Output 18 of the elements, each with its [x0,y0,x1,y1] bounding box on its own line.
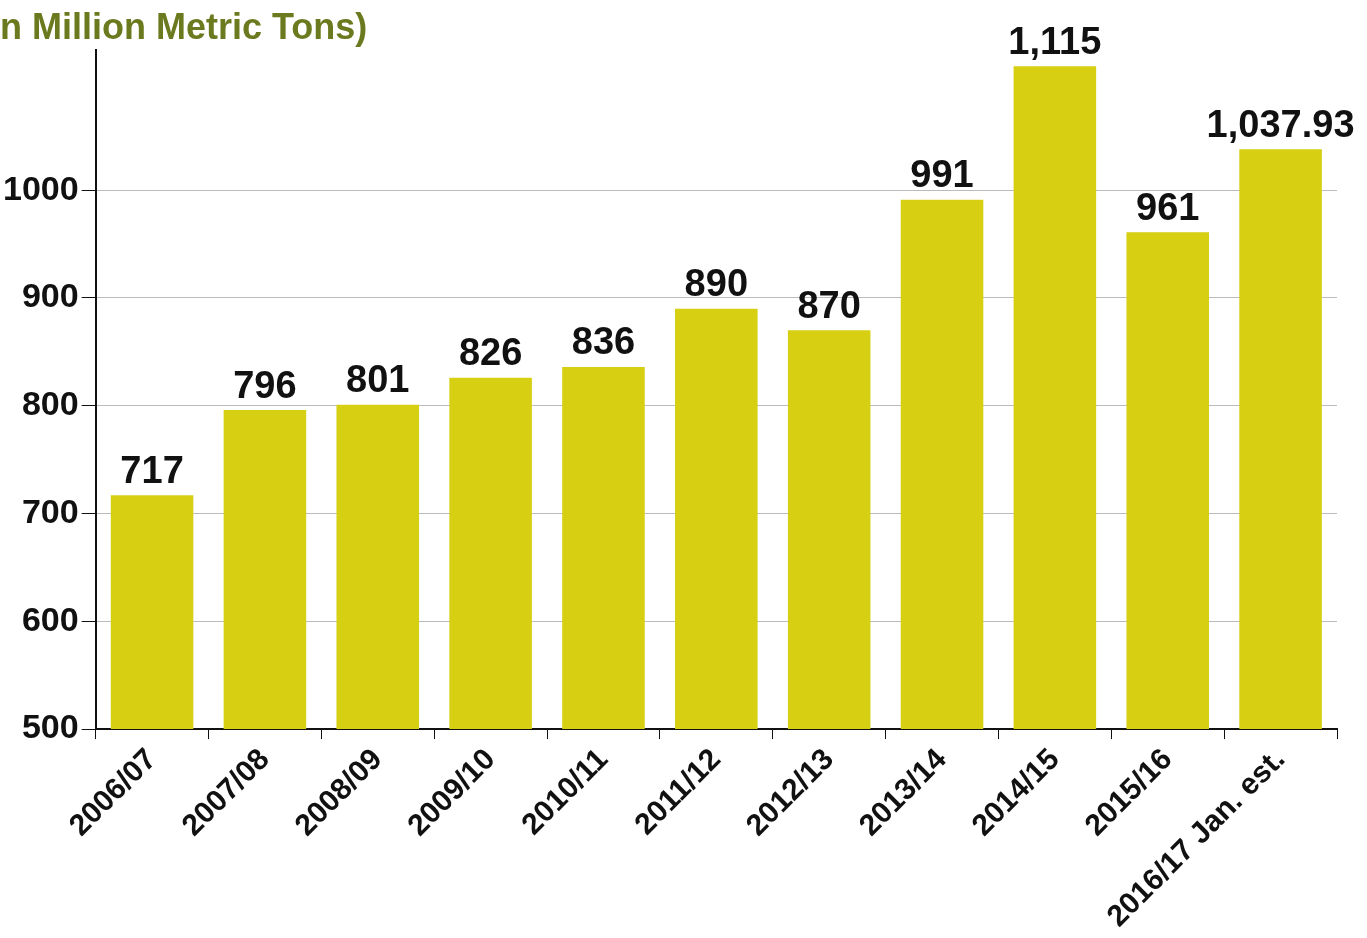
data-label: 890 [684,262,749,305]
data-label: 717 [120,448,184,491]
y-tick-label: 700 [21,491,79,530]
data-label: 801 [346,358,410,401]
data-label: 836 [571,320,636,363]
y-tick-label: 1000 [3,168,79,207]
data-label: 826 [458,331,523,374]
y-tick-label: 600 [21,599,79,638]
data-label: 961 [1136,185,1200,228]
data-label: 991 [910,153,974,196]
chart-title: n Million Metric Tons) [0,6,368,48]
data-label: 1,037.93 [1206,102,1355,145]
data-label: 870 [797,283,861,326]
y-tick-label: 800 [21,384,79,423]
y-tick-label: 500 [21,707,79,746]
data-label: 796 [233,363,297,406]
y-tick-label: 900 [21,276,79,315]
data-label: 1,115 [1008,19,1102,62]
